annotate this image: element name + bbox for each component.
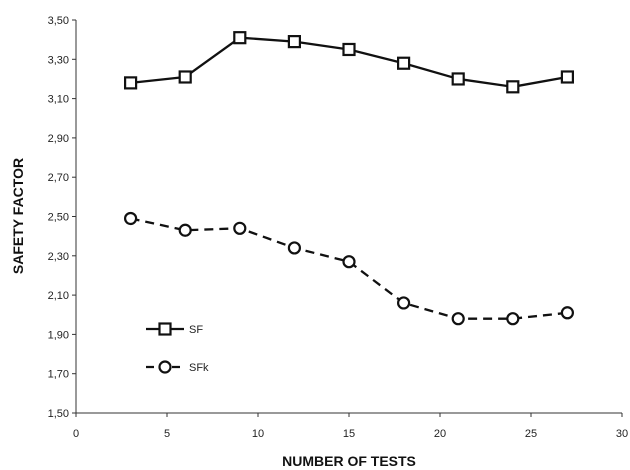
data-point-sf bbox=[287, 35, 301, 49]
y-tick-label: 2,50 bbox=[48, 212, 69, 224]
x-tick-label: 20 bbox=[434, 428, 446, 440]
data-point-sfk bbox=[178, 223, 192, 237]
legend-marker-sfk bbox=[158, 360, 172, 374]
legend-label-sfk: SFk bbox=[189, 362, 209, 374]
legend-marker-sf bbox=[158, 322, 172, 336]
data-point-sfk bbox=[506, 312, 520, 326]
x-tick-label: 30 bbox=[616, 428, 628, 440]
x-tick-label: 0 bbox=[73, 428, 79, 440]
y-tick-label: 2,10 bbox=[48, 290, 69, 302]
data-point-sfk bbox=[233, 221, 247, 235]
x-axis-title: NUMBER OF TESTS bbox=[282, 453, 416, 469]
y-tick-label: 1,70 bbox=[48, 369, 69, 381]
x-tick-label: 15 bbox=[343, 428, 355, 440]
legend-label-sf: SF bbox=[189, 324, 203, 336]
data-point-sf bbox=[560, 70, 575, 84]
data-point-sf bbox=[178, 70, 192, 84]
x-tick-label: 25 bbox=[525, 428, 537, 440]
tick-group: 1,50 1,70 1,90 2,10 2,30 2,50 2,70 2,90 3,10 3,30… bbox=[48, 15, 629, 440]
data-point-sfk bbox=[287, 241, 301, 255]
x-tick-label: 10 bbox=[252, 428, 264, 440]
data-point-sf bbox=[397, 56, 411, 70]
series-line-sfk bbox=[130, 217, 568, 320]
data-point-sfk bbox=[451, 312, 465, 326]
data-point-sf bbox=[233, 31, 247, 45]
data-point-sf bbox=[451, 72, 465, 86]
y-tick-label: 3,10 bbox=[48, 94, 69, 106]
data-point-sf bbox=[506, 80, 520, 94]
y-tick-label: 3,50 bbox=[48, 15, 69, 27]
data-point-sfk bbox=[560, 306, 575, 320]
y-axis-title: SAFETY FACTOR bbox=[10, 158, 26, 274]
legend: SF SFk bbox=[146, 322, 209, 374]
y-tick-label: 1,90 bbox=[48, 329, 69, 341]
data-point-sfk bbox=[342, 255, 356, 269]
y-tick-label: 2,90 bbox=[48, 133, 69, 145]
data-point-sfk bbox=[124, 211, 138, 226]
data-point-sfk bbox=[397, 296, 411, 310]
data-point-sf bbox=[123, 76, 138, 90]
plot-area bbox=[123, 31, 575, 326]
x-tick-label: 5 bbox=[164, 428, 170, 440]
data-point-sf bbox=[342, 42, 356, 57]
y-tick-label: 2,70 bbox=[48, 172, 69, 184]
y-tick-label: 2,30 bbox=[48, 251, 69, 263]
y-tick-label: 1,50 bbox=[48, 408, 69, 420]
y-tick-label: 3,30 bbox=[48, 54, 69, 66]
